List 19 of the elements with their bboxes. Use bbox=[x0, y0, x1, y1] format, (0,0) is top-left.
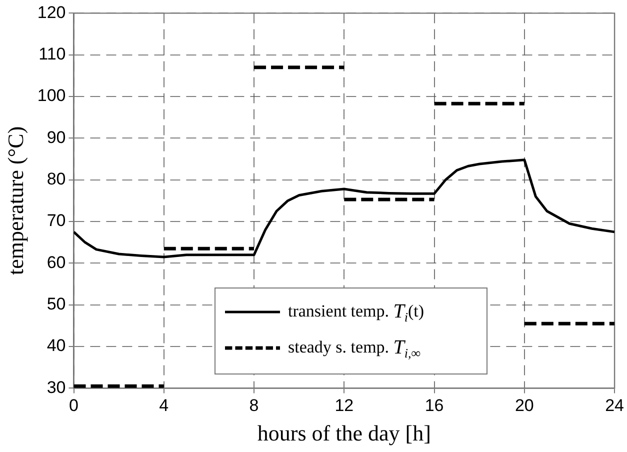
x-tick-label: 16 bbox=[424, 396, 444, 416]
y-tick-label: 30 bbox=[46, 378, 66, 397]
y-tick-label: 60 bbox=[46, 252, 66, 272]
y-tick-label: 80 bbox=[46, 170, 66, 189]
x-tick-label: 20 bbox=[514, 396, 534, 416]
x-tick-label: 4 bbox=[159, 396, 169, 416]
x-tick-label: 8 bbox=[249, 396, 259, 416]
x-tick-label: 12 bbox=[334, 396, 354, 416]
y-tick-label: 70 bbox=[46, 211, 66, 230]
y-tick-label: 40 bbox=[46, 336, 66, 356]
x-tick-label: 0 bbox=[69, 396, 78, 416]
y-tick-label: 100 bbox=[37, 86, 66, 106]
y-tick-label: 50 bbox=[46, 294, 66, 314]
y-tick-label: 110 bbox=[38, 44, 66, 64]
y-axis-title: temperature (°C) bbox=[2, 126, 28, 276]
y-tick-label: 120 bbox=[37, 2, 66, 22]
x-tick-label: 24 bbox=[605, 396, 624, 416]
y-tick-label: 90 bbox=[46, 128, 66, 147]
x-axis-title: hours of the day [h] bbox=[257, 420, 431, 446]
